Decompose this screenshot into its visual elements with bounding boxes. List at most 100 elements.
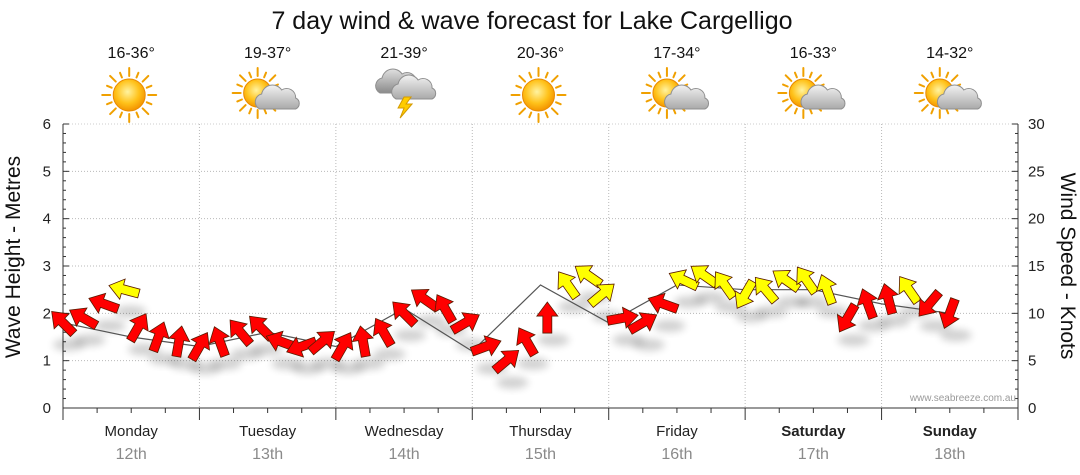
sun-ray bbox=[921, 104, 929, 112]
right-axis: 0 5 10 15 20 25 30 bbox=[1012, 116, 1045, 417]
wind-arrow bbox=[449, 312, 480, 335]
wind-arrow-shadow bbox=[557, 300, 590, 313]
wind-arrow bbox=[754, 276, 780, 305]
wind-arrow-shadow bbox=[817, 305, 849, 318]
sun-ray bbox=[145, 101, 153, 106]
wind-arrow bbox=[938, 297, 960, 329]
day-label: Monday bbox=[105, 423, 159, 440]
sun-ray bbox=[248, 71, 253, 79]
wind-arrow bbox=[836, 302, 860, 333]
sun-ray bbox=[677, 74, 686, 82]
wind-arrow-shadow bbox=[516, 357, 549, 370]
sun-ray bbox=[518, 74, 527, 83]
wind-arrow bbox=[126, 313, 149, 344]
sun-ray bbox=[645, 83, 653, 88]
wind-arrow-shadow bbox=[209, 357, 242, 370]
temperature-label: 16-33° bbox=[790, 45, 837, 62]
wind-arrow bbox=[351, 325, 374, 358]
sun-ray bbox=[119, 111, 123, 119]
sun-ray bbox=[784, 74, 793, 82]
sun-ray bbox=[236, 98, 243, 103]
day-label: Friday bbox=[656, 423, 698, 440]
day-label: Thursday bbox=[509, 423, 572, 440]
wind-arrow bbox=[373, 317, 396, 349]
left-tick-label: 3 bbox=[43, 258, 51, 275]
wind-arrow-shadow bbox=[353, 357, 386, 370]
day-date: 15th bbox=[525, 446, 556, 463]
right-tick-label: 15 bbox=[1028, 258, 1045, 275]
sun-ray bbox=[945, 71, 950, 79]
right-tick-label: 0 bbox=[1028, 400, 1036, 417]
sun-ray bbox=[518, 107, 527, 116]
wind-arrow bbox=[536, 301, 559, 334]
right-tick-label: 25 bbox=[1028, 163, 1045, 180]
sun-ray bbox=[555, 84, 562, 89]
day-label: Sunday bbox=[923, 423, 978, 440]
wind-arrow bbox=[557, 271, 581, 301]
wind-arrow-shadow bbox=[53, 291, 972, 389]
wind-arrow bbox=[208, 326, 230, 358]
sun-ray bbox=[141, 107, 150, 116]
wind-arrow-shadow bbox=[394, 329, 427, 342]
cloud-shape bbox=[664, 84, 709, 110]
sun-ray bbox=[515, 84, 522, 89]
temperature-label: 21-39° bbox=[380, 45, 427, 62]
sun-ray bbox=[236, 83, 243, 88]
wind-arrow bbox=[491, 349, 520, 375]
sun-ray bbox=[921, 74, 929, 82]
weather-icon-row bbox=[101, 67, 982, 123]
sun-ray bbox=[645, 98, 653, 103]
wind-arrow bbox=[168, 325, 191, 358]
wind-arrow bbox=[51, 311, 78, 338]
lightning-bolt bbox=[397, 96, 414, 119]
temperature-row: 16-36° 19-37° 21-39° 20-36° 17-34° 16-33° 14-3… bbox=[108, 45, 974, 62]
wind-arrow bbox=[108, 278, 141, 301]
wind-arrow bbox=[88, 292, 121, 314]
temperature-label: 17-34° bbox=[653, 45, 700, 62]
left-tick-label: 6 bbox=[43, 116, 51, 133]
sun-ray bbox=[106, 101, 113, 106]
wind-arrow-shadow bbox=[114, 305, 147, 318]
sun-ray bbox=[141, 74, 150, 83]
wind-arrow-shadow bbox=[414, 315, 447, 328]
sun-ray bbox=[793, 107, 798, 115]
left-tick-label: 4 bbox=[43, 211, 51, 228]
left-tick-label: 1 bbox=[43, 353, 51, 370]
sun-ray bbox=[782, 83, 789, 88]
day-label: Wednesday bbox=[365, 423, 444, 440]
wind-arrow bbox=[898, 276, 922, 306]
wind-arrow-shadow bbox=[837, 334, 870, 347]
wind-arrow bbox=[856, 288, 878, 321]
sun-icon bbox=[101, 67, 158, 123]
day-label: Saturday bbox=[781, 423, 846, 440]
wind-arrow-shadow bbox=[796, 296, 829, 309]
day-date: 18th bbox=[934, 446, 965, 463]
wind-arrow-shadow bbox=[632, 338, 665, 351]
sun-ray bbox=[918, 83, 926, 88]
day-date: 17th bbox=[798, 446, 829, 463]
sun-disc bbox=[112, 78, 146, 112]
cloud-shape bbox=[391, 74, 437, 100]
temperature-label: 19-37° bbox=[244, 45, 291, 62]
wind-arrow-shadow bbox=[93, 319, 126, 332]
wind-arrow-shadow bbox=[878, 315, 911, 328]
left-axis-label: Wave Height - Metres bbox=[2, 156, 25, 358]
wind-arrow-shadow bbox=[373, 348, 406, 361]
left-tick-label: 5 bbox=[43, 163, 51, 180]
wind-arrow-shadow bbox=[73, 334, 106, 347]
wind-arrow bbox=[627, 312, 658, 335]
wind-arrow bbox=[606, 306, 639, 329]
wind-arrow bbox=[574, 265, 604, 289]
left-tick-label: 2 bbox=[43, 305, 51, 322]
x-axis: Monday 12th Tuesday 13th Wednesday 14th Thursd… bbox=[62, 407, 1019, 463]
right-tick-label: 5 bbox=[1028, 353, 1036, 370]
wind-arrow bbox=[229, 319, 255, 348]
wind-arrow bbox=[249, 315, 276, 342]
sun-ray bbox=[930, 71, 935, 79]
wave-height-line bbox=[62, 284, 950, 352]
wave-height-series bbox=[62, 284, 950, 352]
wind-arrow bbox=[307, 331, 335, 356]
temperature-label: 16-36° bbox=[108, 45, 155, 62]
sun-ray bbox=[544, 71, 549, 79]
